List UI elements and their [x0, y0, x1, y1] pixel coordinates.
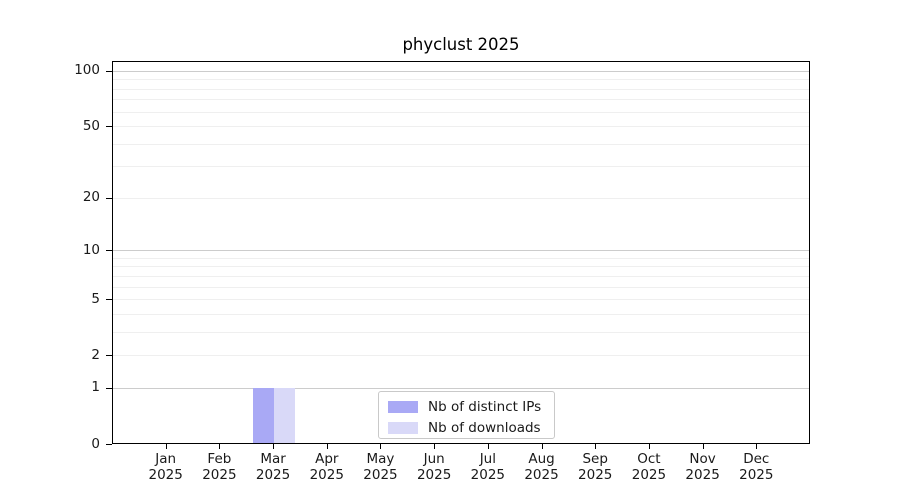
x-tick-label-oct-2025: Oct 2025 [631, 451, 667, 483]
x-tick-mark-mar-2025 [273, 444, 275, 449]
y-tick-mark-100 [106, 70, 112, 72]
x-tick-mark-jun-2025 [434, 444, 436, 449]
x-tick-label-sep-2025: Sep 2025 [578, 451, 613, 483]
gridline-90 [113, 79, 809, 81]
gridline-4 [113, 313, 809, 315]
x-tick-mark-oct-2025 [648, 444, 650, 449]
y-tick-label-0: 0 [91, 435, 100, 452]
gridline-8 [113, 266, 809, 268]
gridline-1 [113, 387, 809, 389]
y-tick-mark-10 [106, 250, 112, 252]
x-tick-mark-dec-2025 [756, 444, 758, 449]
y-tick-mark-2 [106, 355, 112, 357]
y-tick-label-100: 100 [74, 62, 100, 79]
x-tick-mark-sep-2025 [595, 444, 597, 449]
gridline-30 [113, 166, 809, 168]
x-tick-mark-nov-2025 [702, 444, 704, 449]
x-tick-label-mar-2025: Mar 2025 [255, 451, 291, 483]
legend-label-distinct-ips: Nb of distinct IPs [428, 398, 542, 415]
gridline-100 [113, 70, 809, 72]
gridline-6 [113, 286, 809, 288]
legend-swatch-distinct-ips [388, 400, 418, 413]
bar-mar-2025-distinct-ips [253, 387, 275, 443]
x-tick-mark-jul-2025 [487, 444, 489, 449]
gridline-60 [113, 111, 809, 113]
gridline-10 [113, 250, 809, 252]
y-tick-label-1: 1 [91, 379, 100, 396]
y-tick-mark-0 [106, 444, 112, 445]
legend-item-distinct-ips: Nb of distinct IPs [379, 396, 554, 417]
y-tick-label-2: 2 [91, 346, 100, 363]
x-tick-mark-aug-2025 [541, 444, 543, 449]
gridline-70 [113, 99, 809, 101]
x-tick-mark-may-2025 [380, 444, 382, 449]
x-tick-label-jul-2025: Jul 2025 [470, 451, 506, 483]
y-tick-label-5: 5 [91, 290, 100, 307]
legend-item-downloads: Nb of downloads [379, 417, 554, 438]
plot-area [112, 61, 810, 444]
x-tick-label-aug-2025: Aug 2025 [524, 451, 559, 483]
legend-swatch-downloads [388, 421, 418, 434]
x-tick-label-dec-2025: Dec 2025 [739, 451, 774, 483]
x-tick-mark-apr-2025 [326, 444, 328, 449]
gridline-50 [113, 126, 809, 128]
x-tick-mark-feb-2025 [219, 444, 221, 449]
y-tick-mark-5 [106, 299, 112, 301]
y-tick-label-10: 10 [82, 241, 100, 258]
x-tick-label-jun-2025: Jun 2025 [416, 451, 452, 483]
x-tick-label-apr-2025: Apr 2025 [309, 451, 344, 483]
chart-title: phyclust 2025 [402, 35, 520, 54]
x-tick-label-nov-2025: Nov 2025 [685, 451, 720, 483]
legend-label-downloads: Nb of downloads [428, 419, 541, 436]
gridline-20 [113, 197, 809, 199]
gridline-7 [113, 275, 809, 277]
x-tick-label-feb-2025: Feb 2025 [202, 451, 237, 483]
y-tick-mark-20 [106, 197, 112, 199]
y-tick-label-50: 50 [82, 117, 100, 134]
y-tick-label-20: 20 [82, 189, 100, 206]
gridline-80 [113, 88, 809, 90]
legend: Nb of distinct IPs Nb of downloads [378, 391, 555, 439]
y-tick-mark-1 [106, 387, 112, 389]
x-tick-mark-jan-2025 [165, 444, 167, 449]
x-tick-label-jan-2025: Jan 2025 [148, 451, 183, 483]
gridline-5 [113, 299, 809, 301]
gridline-40 [113, 143, 809, 145]
gridline-2 [113, 355, 809, 357]
gridline-9 [113, 257, 809, 259]
x-tick-label-may-2025: May 2025 [363, 451, 398, 483]
gridline-3 [113, 331, 809, 333]
y-tick-mark-50 [106, 126, 112, 128]
bar-mar-2025-downloads [274, 387, 296, 443]
